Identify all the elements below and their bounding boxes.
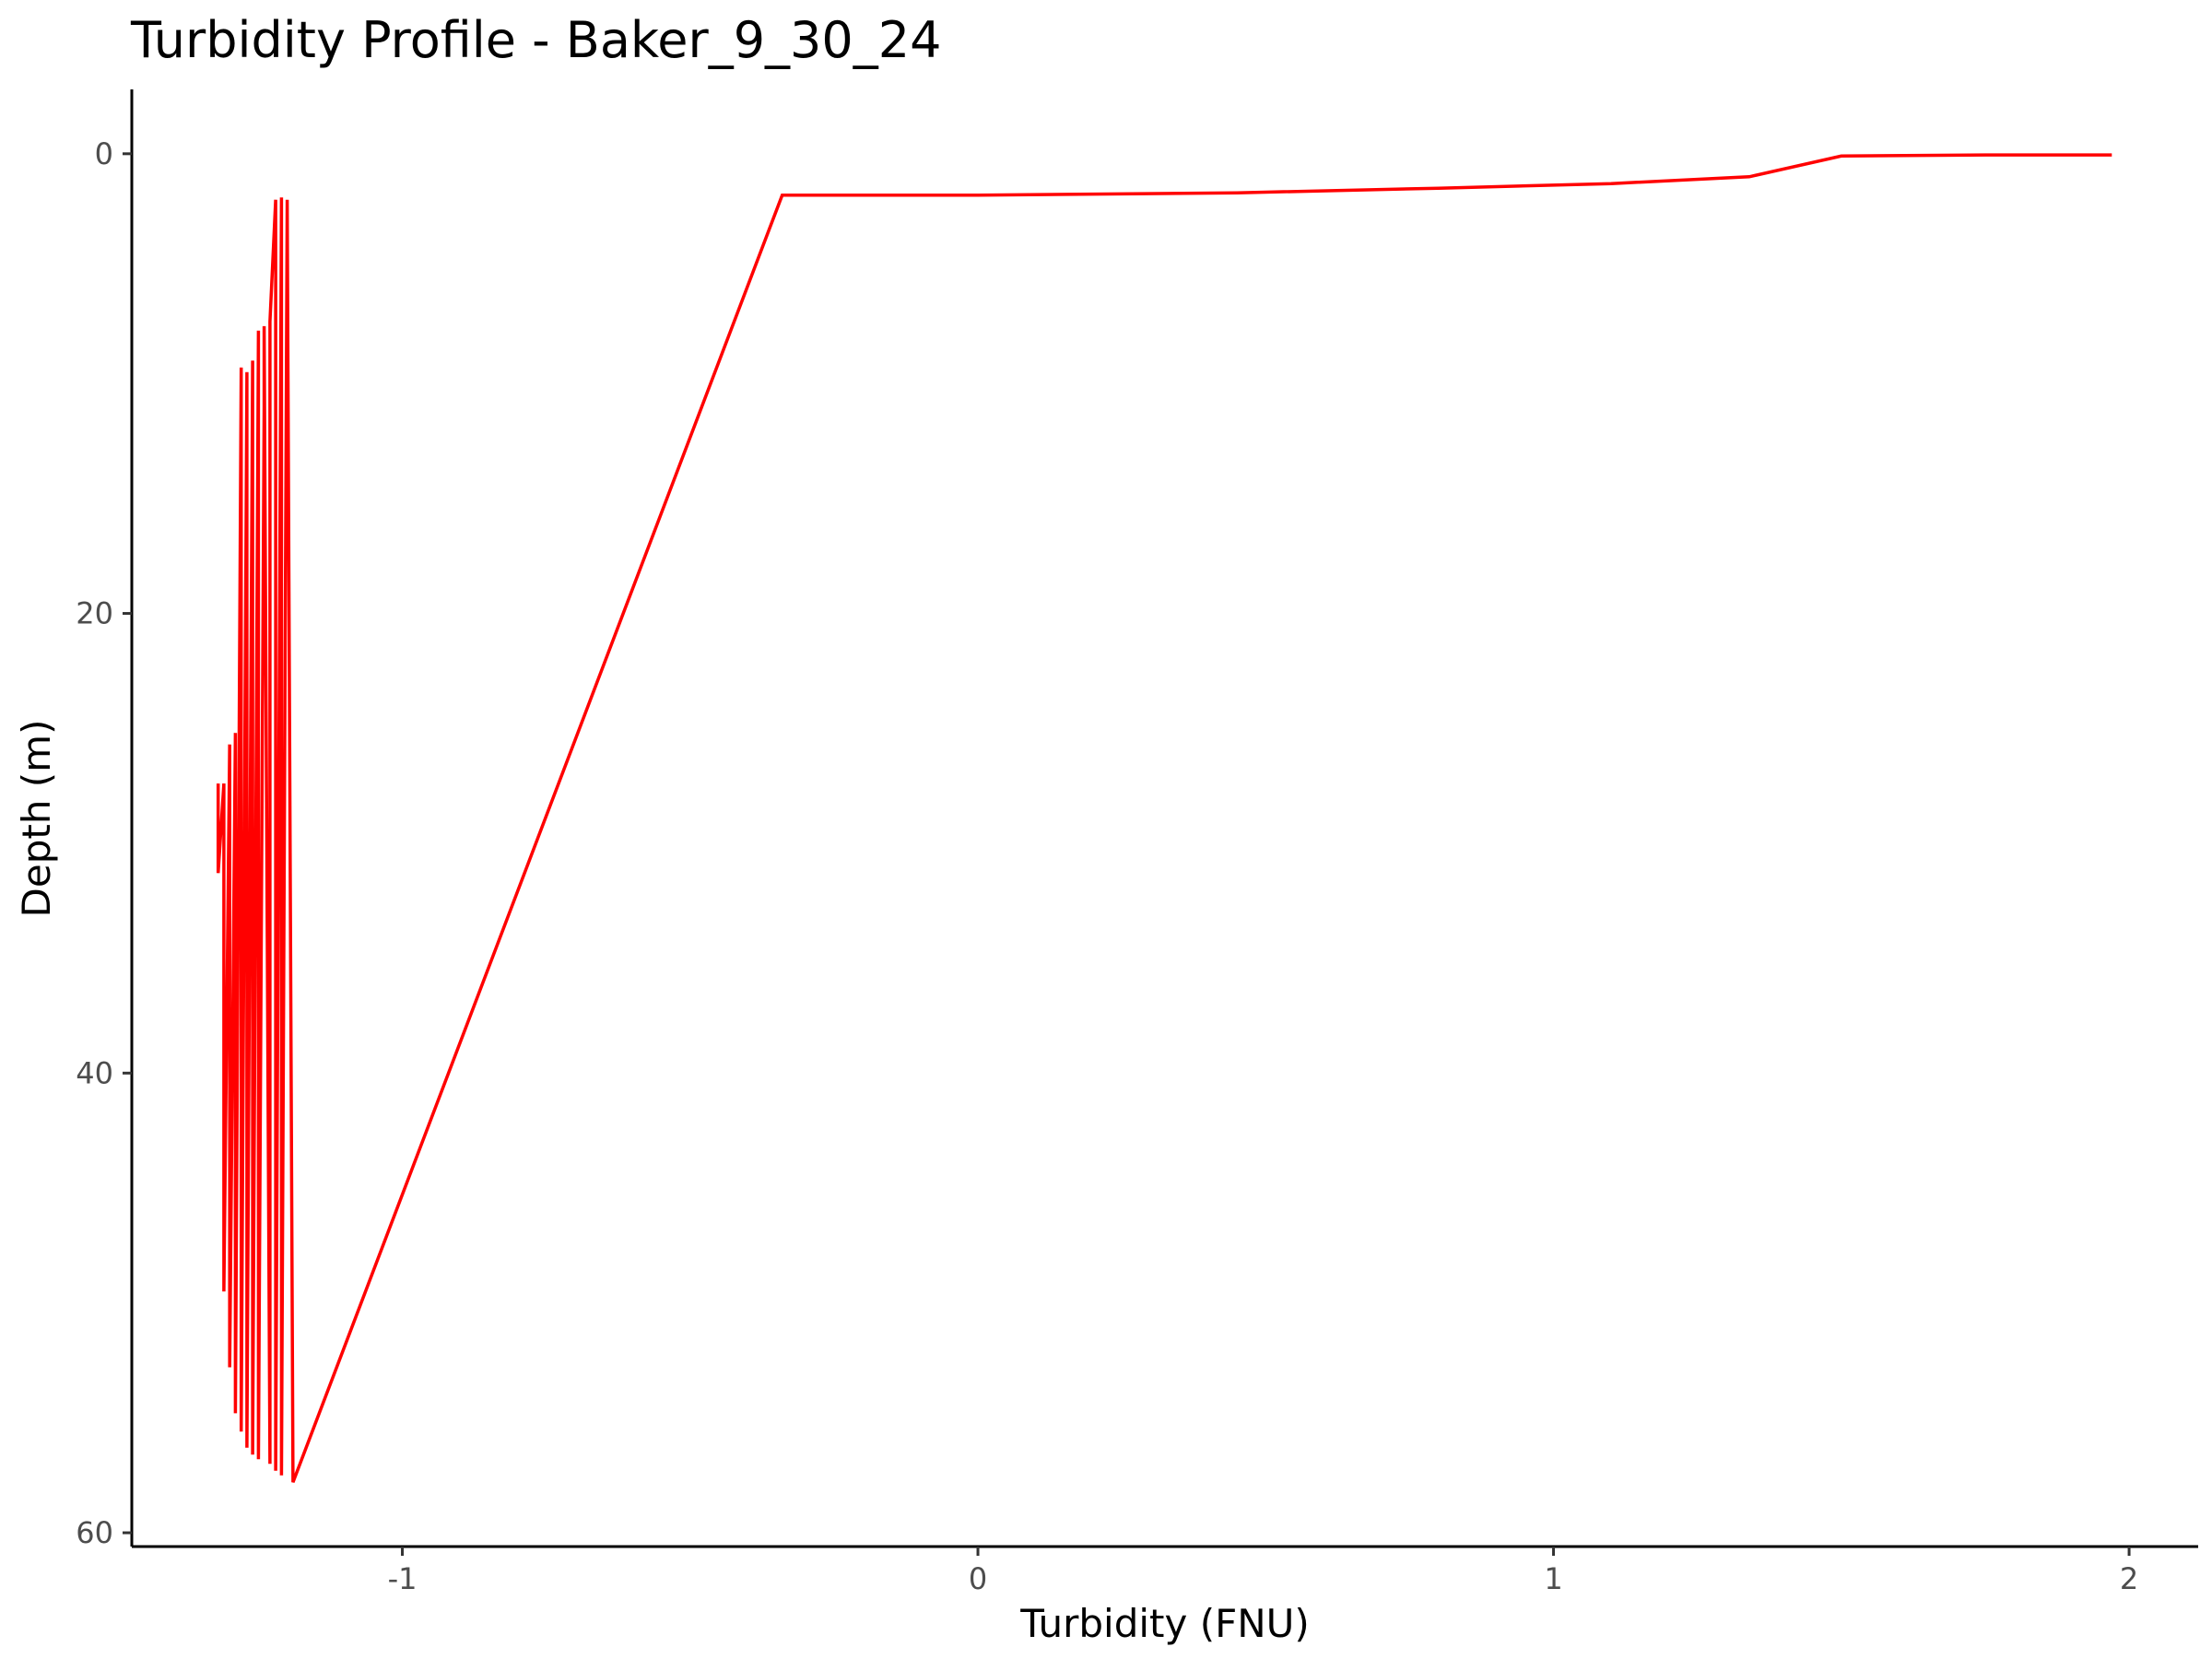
chart-title: Turbidity Profile - Baker_9_30_24 xyxy=(130,11,941,69)
y-tick-label: 60 xyxy=(76,1515,113,1550)
x-tick-label: 0 xyxy=(969,1561,987,1596)
x-axis-title: Turbidity (FNU) xyxy=(1019,1601,1310,1646)
y-tick-label: 40 xyxy=(76,1055,113,1090)
y-axis-ticks: 0 20 40 60 xyxy=(76,136,132,1550)
turbidity-series-line xyxy=(216,153,2112,1483)
x-tick-label: 2 xyxy=(2120,1561,2138,1596)
x-axis-ticks: -1 0 1 2 xyxy=(388,1547,2138,1596)
plot-area xyxy=(216,153,2112,1483)
y-axis-title: Depth (m) xyxy=(14,720,59,918)
y-tick-label: 20 xyxy=(76,596,113,631)
x-tick-label: 1 xyxy=(1544,1561,1562,1596)
y-tick-label: 0 xyxy=(95,136,113,171)
x-tick-label: -1 xyxy=(388,1561,418,1596)
